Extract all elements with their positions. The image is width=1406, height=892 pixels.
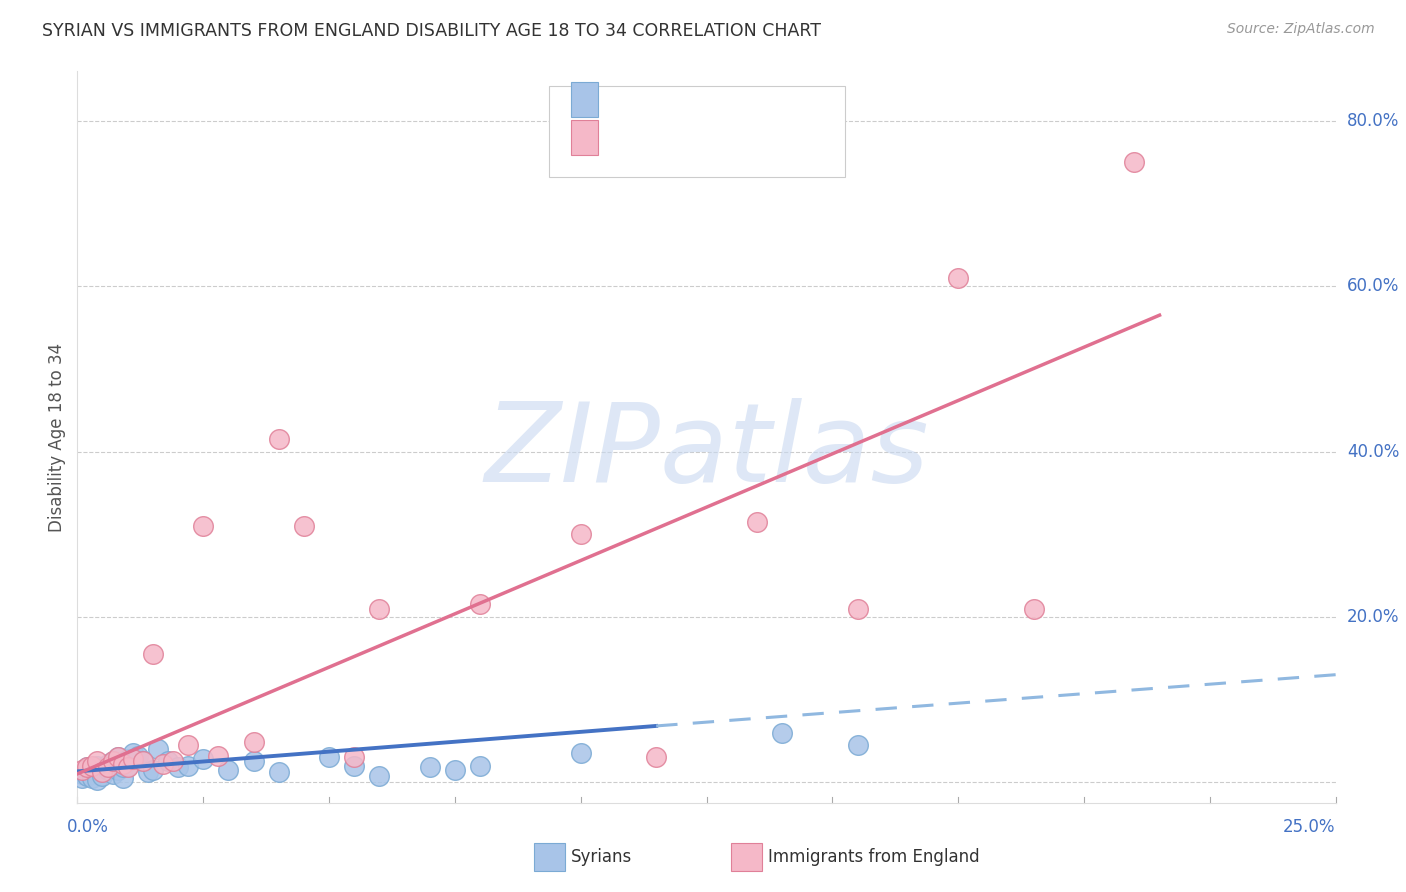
Point: [318, 750, 340, 764]
Point: [91, 765, 114, 780]
Point: [1123, 155, 1146, 169]
Point: [101, 755, 124, 769]
Bar: [571, 120, 599, 155]
Point: [343, 750, 366, 764]
Point: [191, 519, 215, 533]
Point: [468, 598, 491, 612]
Point: [343, 758, 366, 772]
Point: [91, 765, 114, 780]
Text: ZIPatlas: ZIPatlas: [484, 398, 929, 505]
Point: [86, 772, 108, 787]
Point: [368, 768, 391, 782]
Text: 40.0%: 40.0%: [1347, 442, 1399, 460]
Text: 60.0%: 60.0%: [1347, 277, 1399, 295]
Text: R =  0.538: R = 0.538: [613, 128, 714, 147]
Point: [569, 527, 592, 541]
Point: [96, 763, 118, 777]
Point: [468, 758, 491, 772]
Point: [117, 758, 139, 772]
Point: [86, 755, 108, 769]
Point: [292, 519, 315, 533]
Point: [1022, 601, 1045, 615]
Point: [82, 771, 104, 785]
Point: [96, 760, 118, 774]
Point: [76, 760, 98, 774]
FancyBboxPatch shape: [550, 86, 845, 178]
Point: [96, 756, 118, 771]
Point: [152, 756, 174, 771]
Point: [267, 765, 290, 780]
Point: [76, 768, 98, 782]
Text: 0.0%: 0.0%: [67, 818, 110, 836]
Point: [111, 756, 134, 771]
Point: [177, 738, 200, 752]
Text: Source: ZipAtlas.com: Source: ZipAtlas.com: [1227, 22, 1375, 37]
Point: [117, 752, 139, 766]
Point: [142, 763, 165, 777]
Point: [177, 758, 200, 772]
Text: 20.0%: 20.0%: [1347, 607, 1399, 626]
Point: [121, 752, 143, 766]
Point: [82, 758, 104, 772]
Point: [156, 755, 179, 769]
Point: [948, 271, 970, 285]
Point: [107, 750, 129, 764]
Point: [111, 771, 134, 785]
Text: R =  0.137: R = 0.137: [613, 90, 714, 110]
Y-axis label: Disability Age 18 to 34: Disability Age 18 to 34: [48, 343, 66, 532]
Point: [846, 601, 869, 615]
Text: 80.0%: 80.0%: [1347, 112, 1399, 130]
Point: [162, 755, 184, 769]
Text: N = 42: N = 42: [742, 90, 814, 110]
Point: [444, 763, 467, 777]
Point: [107, 763, 129, 777]
Point: [242, 755, 264, 769]
Point: [107, 750, 129, 764]
Point: [101, 755, 124, 769]
Point: [91, 768, 114, 782]
Point: [267, 432, 290, 446]
Point: [217, 763, 239, 777]
Point: [121, 746, 143, 760]
Point: [167, 760, 190, 774]
Point: [191, 752, 215, 766]
Text: Syrians: Syrians: [571, 848, 633, 866]
Text: SYRIAN VS IMMIGRANTS FROM ENGLAND DISABILITY AGE 18 TO 34 CORRELATION CHART: SYRIAN VS IMMIGRANTS FROM ENGLAND DISABI…: [42, 22, 821, 40]
Point: [132, 755, 155, 769]
Point: [127, 748, 149, 763]
Point: [142, 647, 165, 661]
Text: N = 31: N = 31: [742, 128, 814, 147]
Point: [207, 748, 229, 763]
Point: [745, 515, 768, 529]
Point: [72, 763, 94, 777]
Point: [146, 742, 169, 756]
Point: [770, 725, 793, 739]
Text: Immigrants from England: Immigrants from England: [768, 848, 980, 866]
Point: [76, 760, 98, 774]
Bar: [571, 82, 599, 118]
Point: [72, 771, 94, 785]
Point: [82, 763, 104, 777]
Point: [242, 735, 264, 749]
Point: [132, 755, 155, 769]
Point: [111, 760, 134, 774]
Point: [569, 746, 592, 760]
Point: [101, 767, 124, 781]
Point: [645, 750, 668, 764]
Point: [136, 765, 159, 780]
Point: [368, 601, 391, 615]
Point: [86, 758, 108, 772]
Point: [72, 767, 94, 781]
Text: 25.0%: 25.0%: [1284, 818, 1336, 836]
Point: [419, 760, 441, 774]
Point: [846, 738, 869, 752]
Point: [117, 760, 139, 774]
